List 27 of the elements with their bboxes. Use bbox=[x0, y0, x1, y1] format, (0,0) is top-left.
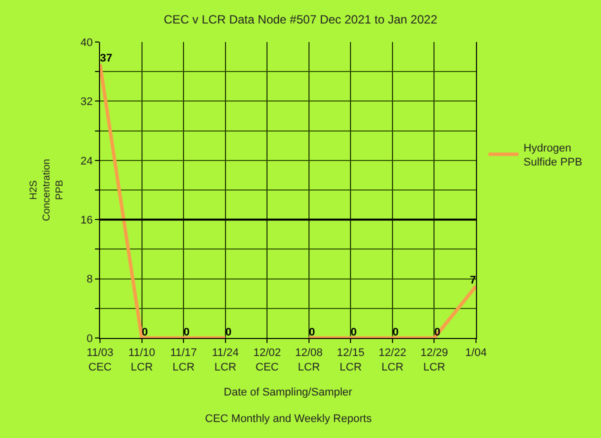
y-tick-label: 32 bbox=[80, 96, 93, 108]
y-tick-label: 8 bbox=[86, 274, 93, 286]
data-label: 0 bbox=[350, 326, 357, 338]
x-tick-label: 11/10 LCR bbox=[128, 347, 156, 374]
y-axis-title: H2S Concentration PPB bbox=[28, 158, 66, 222]
x-tick-label: 11/17 LCR bbox=[170, 347, 197, 374]
data-label: 0 bbox=[434, 326, 440, 338]
data-label: 0 bbox=[142, 326, 148, 338]
y-tick-label: 40 bbox=[80, 36, 93, 49]
data-label: 37 bbox=[100, 52, 112, 64]
x-tick-label: 12/02 CEC bbox=[253, 347, 281, 374]
data-label: 0 bbox=[184, 326, 190, 338]
text: CEC Monthly and Weekly Reports bbox=[205, 413, 372, 425]
y-tick-label: 24 bbox=[80, 155, 93, 168]
y-tick-label: 16 bbox=[80, 214, 93, 226]
x-tick-label: 11/03 CEC bbox=[86, 347, 114, 374]
x-tick-label: 1/04 bbox=[465, 347, 487, 360]
x-tick-label: 12/29 LCR bbox=[420, 347, 448, 374]
x-tick-label: 12/08 LCR bbox=[295, 347, 323, 374]
x-tick-label: 11/24 LCR bbox=[212, 347, 239, 374]
y-tick-label: 0 bbox=[86, 332, 93, 345]
chart-title: CEC v LCR Data Node #507 Dec 2021 to Jan 2022 bbox=[164, 12, 438, 27]
x-tick-label: 12/15 LCR bbox=[336, 347, 364, 374]
legend-label: Hydrogen Sulfide PPB bbox=[524, 142, 582, 169]
x-axis-title: Date of Sampling/Sampler bbox=[224, 386, 353, 399]
data-label: 0 bbox=[392, 326, 399, 338]
x-tick-label: 12/22 LCR bbox=[378, 347, 406, 374]
